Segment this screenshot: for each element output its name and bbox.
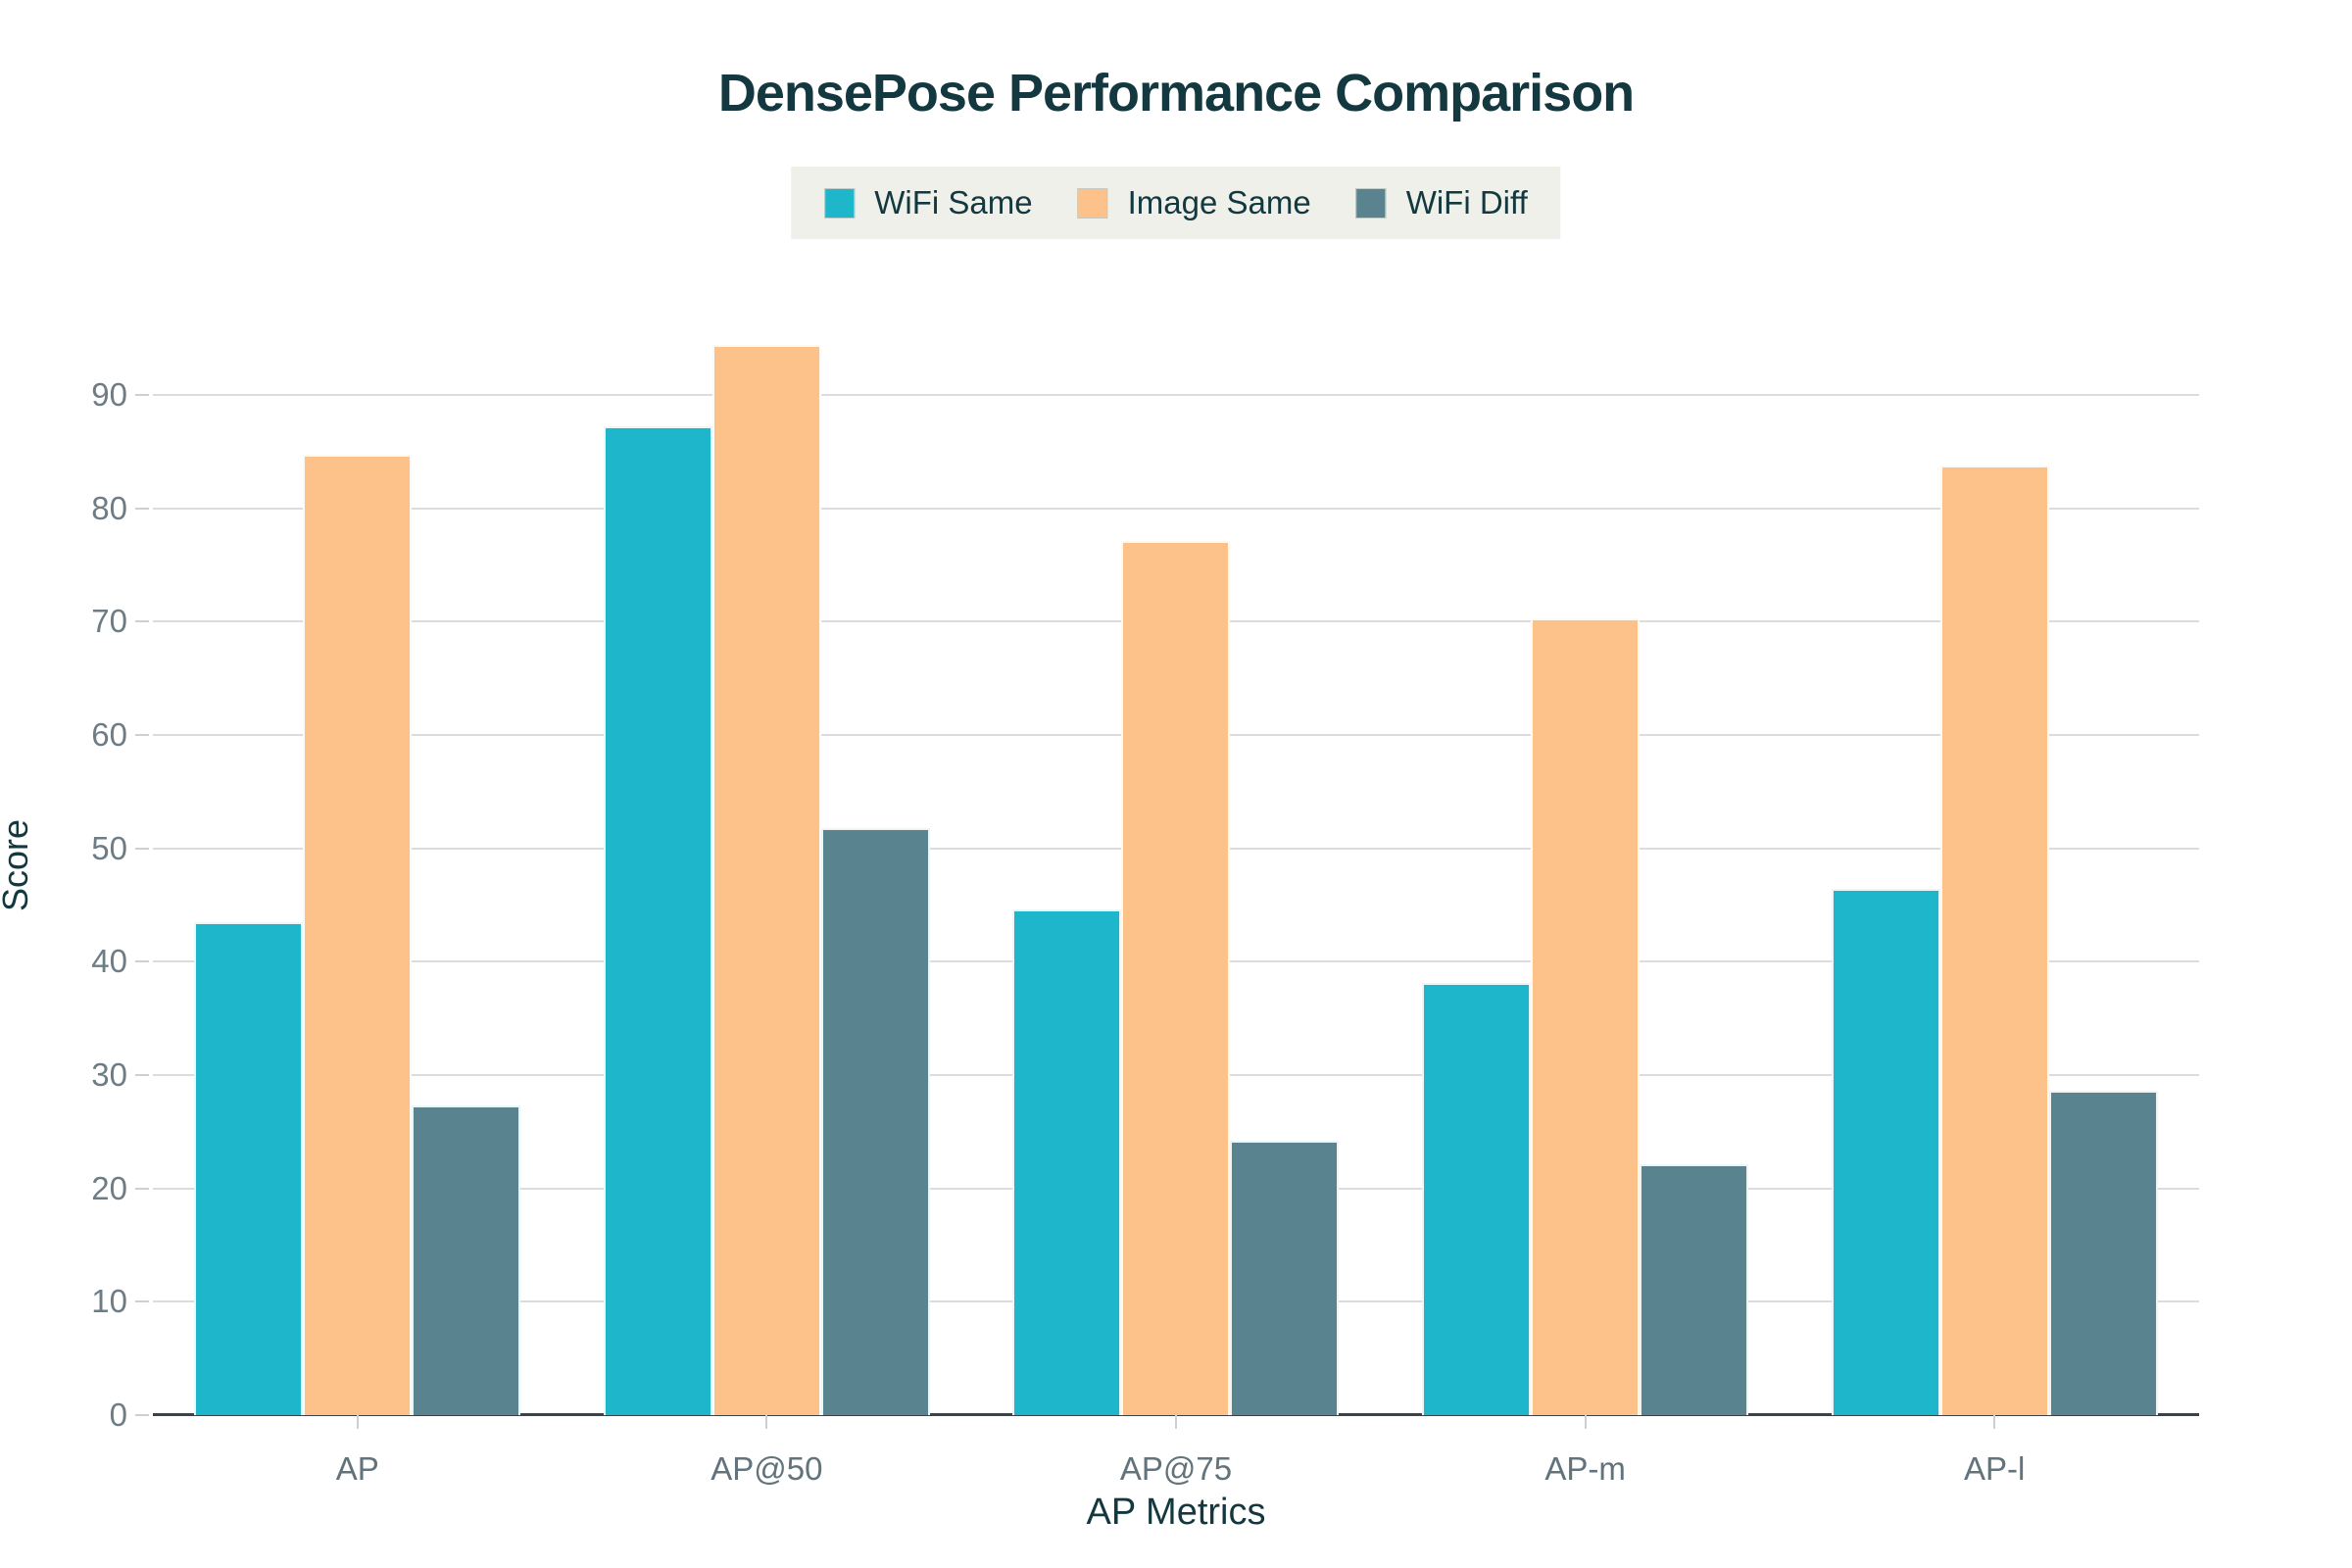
bar-wifi-diff-ap — [412, 1105, 521, 1415]
bar-group-ap-75 — [971, 316, 1381, 1415]
gridline — [153, 507, 2199, 510]
bar-group-ap — [153, 316, 563, 1415]
y-tick-mark — [135, 847, 149, 850]
y-tick-mark — [135, 1074, 149, 1076]
bar-image-same-ap-m — [1531, 617, 1641, 1415]
y-tick-mark — [135, 1187, 149, 1190]
legend-item-wifi-same: WiFi Same — [824, 184, 1033, 221]
legend-item-wifi-diff: WiFi Diff — [1355, 184, 1528, 221]
legend-swatch-icon — [824, 187, 856, 219]
x-tick-label: AP@50 — [710, 1450, 823, 1487]
bar-group-ap-m — [1381, 316, 1790, 1415]
bar-wifi-same-ap-m — [1422, 983, 1532, 1415]
bar-group-ap-l — [1789, 316, 2199, 1415]
bar-wifi-diff-ap-m — [1640, 1164, 1749, 1415]
x-tick-mark — [1993, 1415, 1996, 1429]
x-tick-mark — [356, 1415, 359, 1429]
legend-label: WiFi Same — [874, 184, 1033, 220]
y-tick-mark — [135, 1300, 149, 1303]
plot-area: 0 10 20 30 40 50 60 70 80 90 AP AP@50 AP@75 AP-m AP-l — [91, 316, 2199, 1487]
y-tick-mark — [135, 1414, 149, 1416]
legend-label: Image Same — [1127, 184, 1311, 220]
x-tick-mark — [1175, 1415, 1177, 1429]
legend-swatch-icon — [1077, 187, 1108, 219]
legend-label: WiFi Diff — [1405, 184, 1528, 220]
gridline — [153, 393, 2199, 396]
bar-wifi-same-ap-l — [1831, 889, 1940, 1415]
bar-wifi-same-ap-75 — [1012, 909, 1122, 1415]
x-tick-label: AP-l — [1964, 1450, 2026, 1487]
bar-wifi-diff-ap-l — [2048, 1091, 2158, 1415]
x-axis-title: AP Metrics — [1086, 1492, 1266, 1533]
bar-wifi-diff-ap-75 — [1230, 1141, 1340, 1415]
x-tick-label: AP — [335, 1450, 379, 1487]
y-tick-mark — [135, 960, 149, 963]
y-axis-title: Score — [0, 818, 35, 912]
x-tick-label: AP-m — [1544, 1450, 1626, 1487]
x-tick-mark — [765, 1415, 768, 1429]
bar-group-ap-50 — [563, 316, 972, 1415]
chart-title: DensePose Performance Comparison — [717, 64, 1635, 122]
y-tick-mark — [135, 507, 149, 510]
legend-item-image-same: Image Same — [1077, 184, 1311, 221]
bar-image-same-ap-l — [1939, 465, 2049, 1415]
bar-wifi-diff-ap-50 — [820, 827, 930, 1415]
bar-wifi-same-ap-50 — [603, 426, 712, 1415]
bar-image-same-ap — [303, 455, 413, 1415]
legend: WiFi Same Image Same WiFi Diff — [791, 167, 1561, 239]
x-tick-mark — [1584, 1415, 1587, 1429]
legend-swatch-icon — [1355, 187, 1387, 219]
bar-wifi-same-ap — [194, 921, 304, 1415]
bar-image-same-ap-75 — [1121, 541, 1231, 1415]
y-tick-mark — [135, 620, 149, 623]
x-tick-label: AP@75 — [1119, 1450, 1233, 1487]
y-tick-mark — [135, 393, 149, 396]
y-tick-mark — [135, 733, 149, 736]
bar-image-same-ap-50 — [711, 345, 821, 1415]
